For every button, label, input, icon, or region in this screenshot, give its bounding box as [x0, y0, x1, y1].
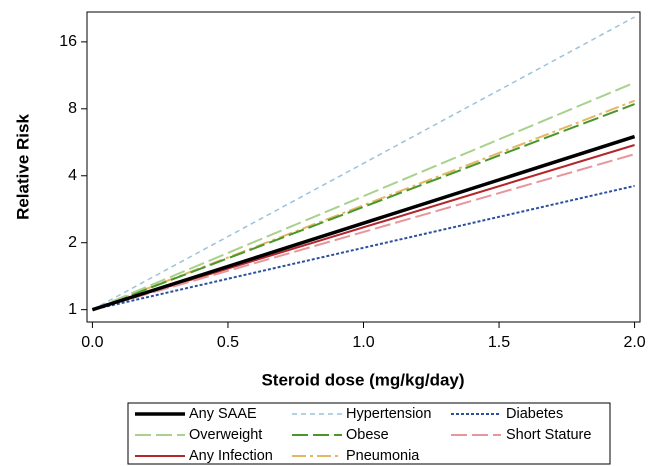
legend-label: Diabetes — [506, 406, 563, 422]
legend-label: Hypertension — [346, 406, 431, 422]
x-tick-label: 1.0 — [352, 334, 374, 351]
legend-label: Pneumonia — [346, 448, 420, 464]
y-tick-label: 1 — [68, 301, 77, 318]
series-line — [92, 81, 635, 311]
series-line — [92, 103, 635, 311]
legend-label: Any SAAE — [189, 406, 257, 422]
legend-label: Any Infection — [189, 448, 273, 464]
legend-label: Short Stature — [506, 427, 591, 443]
plot-frame — [86, 11, 641, 323]
y-tick-label: 4 — [68, 167, 77, 184]
y-tick-label: 16 — [59, 33, 77, 50]
series-line — [91, 134, 636, 312]
x-tick-label: 0.0 — [81, 334, 103, 351]
x-tick-label: 0.5 — [217, 334, 239, 351]
series-line — [92, 99, 635, 311]
series-line — [92, 16, 635, 311]
x-tick-label: 2.0 — [623, 334, 645, 351]
legend-label: Overweight — [189, 427, 262, 443]
x-axis-title: Steroid dose (mg/kg/day) — [261, 370, 464, 389]
x-tick-label: 1.5 — [488, 334, 510, 351]
series-line — [92, 184, 635, 311]
legend-label: Obese — [346, 427, 389, 443]
y-axis-title: Relative Risk — [13, 114, 32, 220]
legend-frame — [127, 402, 611, 465]
series-line — [92, 153, 635, 311]
y-tick-label: 2 — [68, 234, 77, 251]
y-tick-label: 8 — [68, 100, 77, 117]
